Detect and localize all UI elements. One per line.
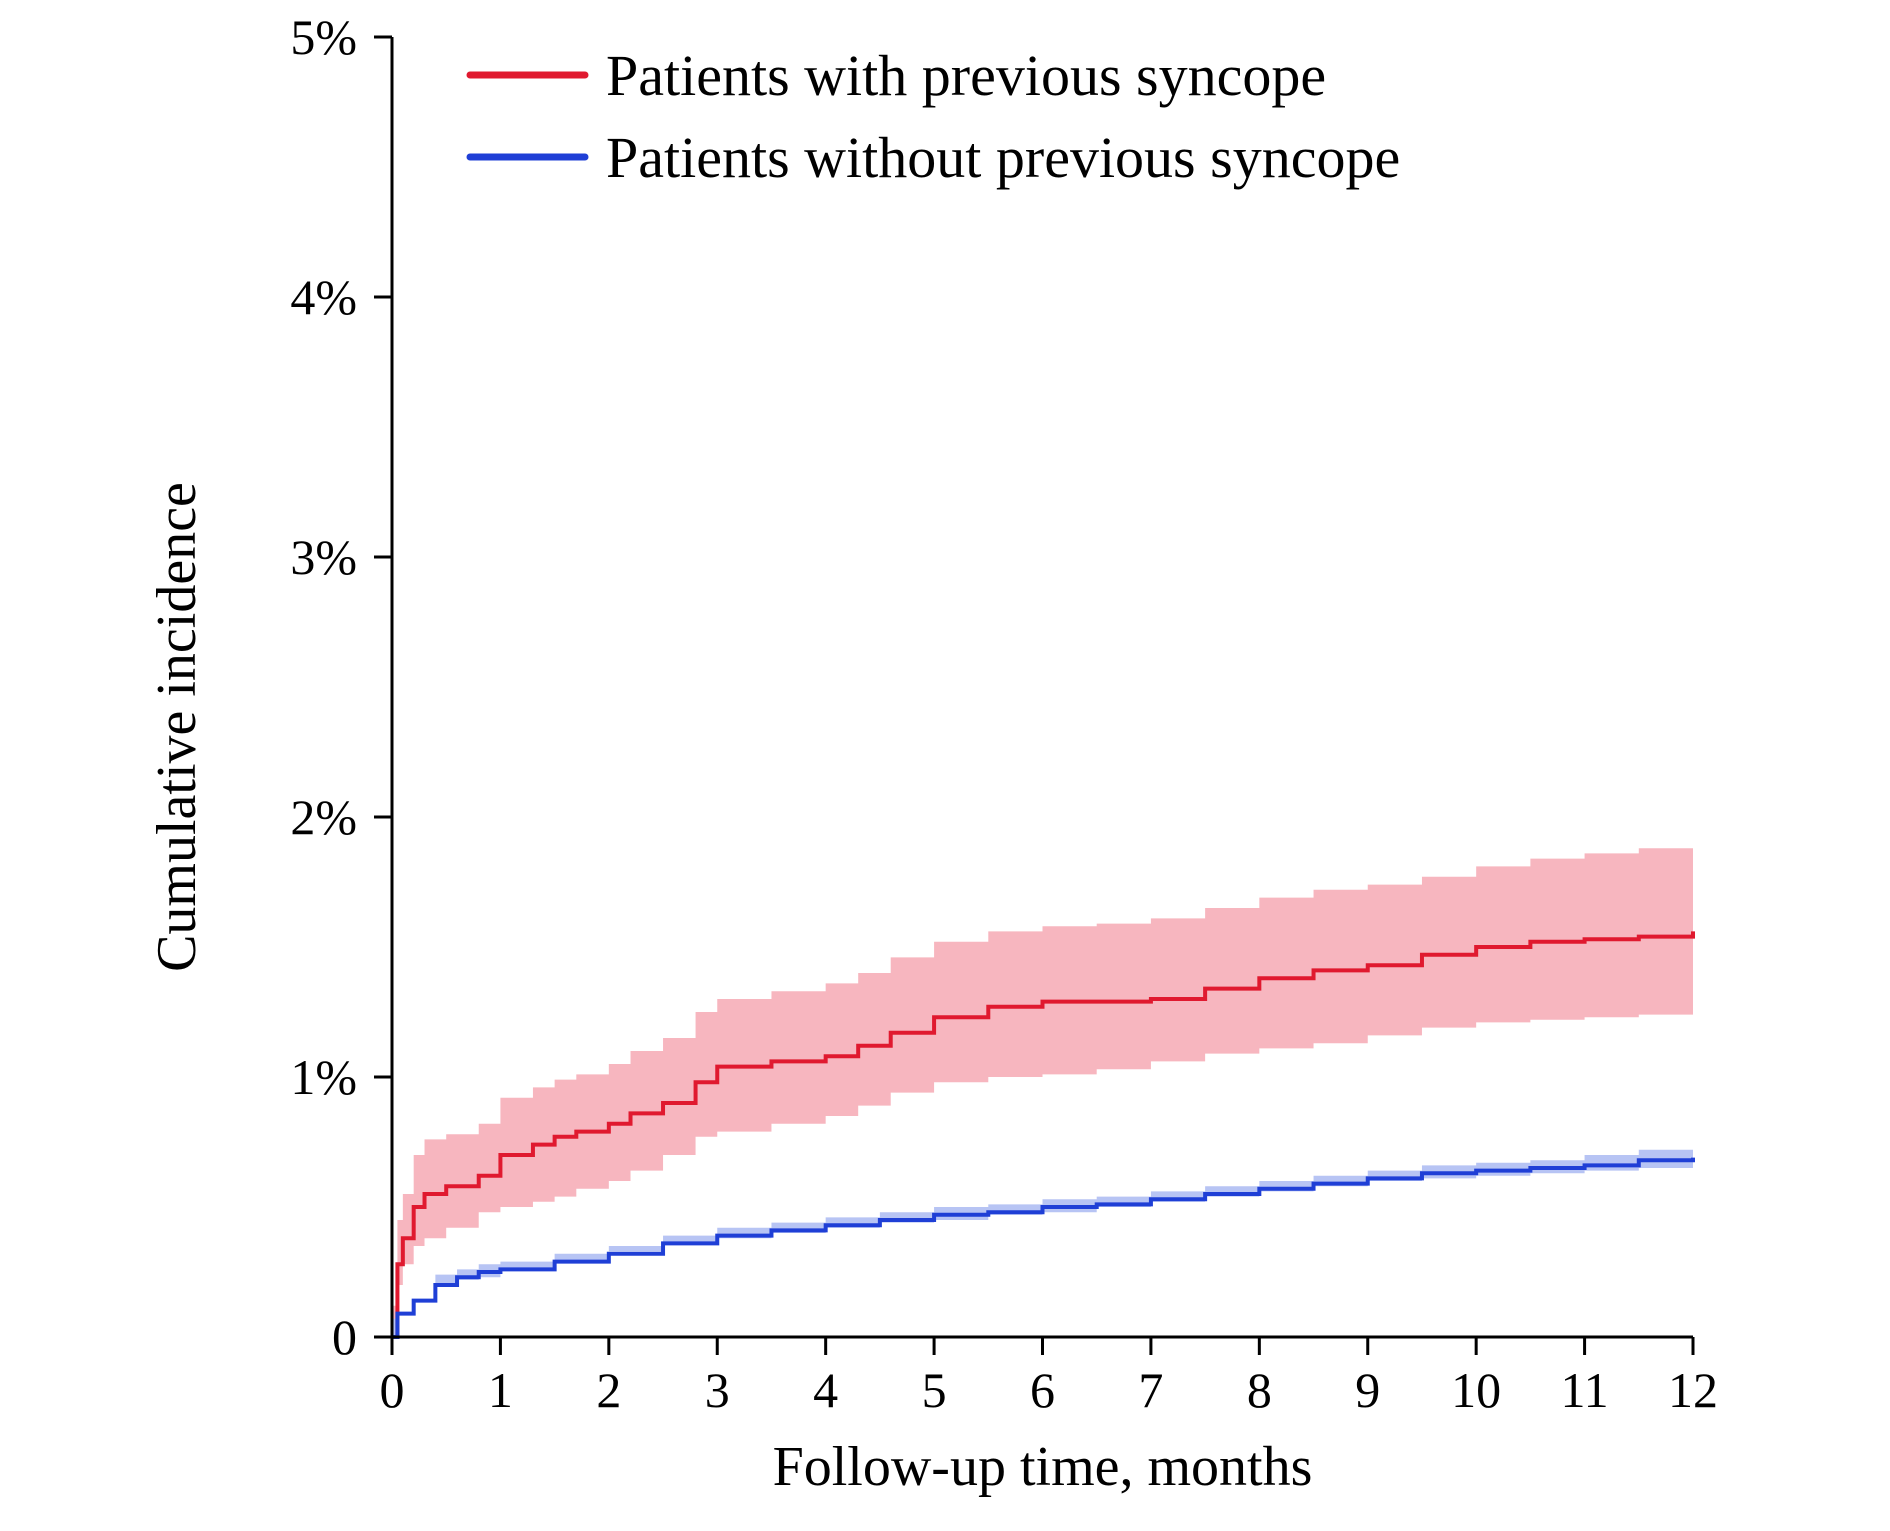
x-tick-label: 6: [1030, 1362, 1055, 1418]
series-line-without-syncope: [392, 1157, 1695, 1339]
x-axis-ticks: 0 1 2 3 4 5 6 7 8 9 10 11 12: [380, 1337, 1718, 1418]
x-tick-label: 7: [1138, 1362, 1163, 1418]
x-tick-label: 5: [922, 1362, 947, 1418]
x-tick-label: 2: [596, 1362, 621, 1418]
y-tick-label: 4%: [290, 269, 357, 325]
x-tick-label: 8: [1247, 1362, 1272, 1418]
legend: Patients with previous syncope Patients …: [466, 43, 1400, 190]
y-tick-label: 0: [332, 1309, 357, 1365]
x-tick-label: 0: [380, 1362, 405, 1418]
x-tick-label: 4: [813, 1362, 838, 1418]
y-tick-label: 3%: [290, 529, 357, 585]
x-tick-label: 9: [1355, 1362, 1380, 1418]
x-axis-label: Follow-up time, months: [773, 1436, 1313, 1498]
legend-label-without-syncope: Patients without previous syncope: [606, 125, 1400, 190]
x-tick-label: 10: [1451, 1362, 1501, 1418]
legend-label-with-syncope: Patients with previous syncope: [606, 43, 1326, 108]
x-tick-label: 11: [1561, 1362, 1609, 1418]
series-lines: [392, 931, 1695, 1339]
y-axis-ticks: 0 1% 2% 3% 4% 5%: [290, 9, 392, 1365]
confidence-band-without-syncope: [392, 1144, 1693, 1337]
y-tick-label: 1%: [290, 1049, 357, 1105]
series-line-with-syncope: [392, 931, 1695, 1339]
y-tick-label: 2%: [290, 789, 357, 845]
x-tick-label: 1: [488, 1362, 513, 1418]
y-axis-label: Cumulative incidence: [146, 482, 208, 972]
y-tick-label: 5%: [290, 9, 357, 65]
x-tick-label: 3: [705, 1362, 730, 1418]
x-tick-label: 12: [1668, 1362, 1718, 1418]
